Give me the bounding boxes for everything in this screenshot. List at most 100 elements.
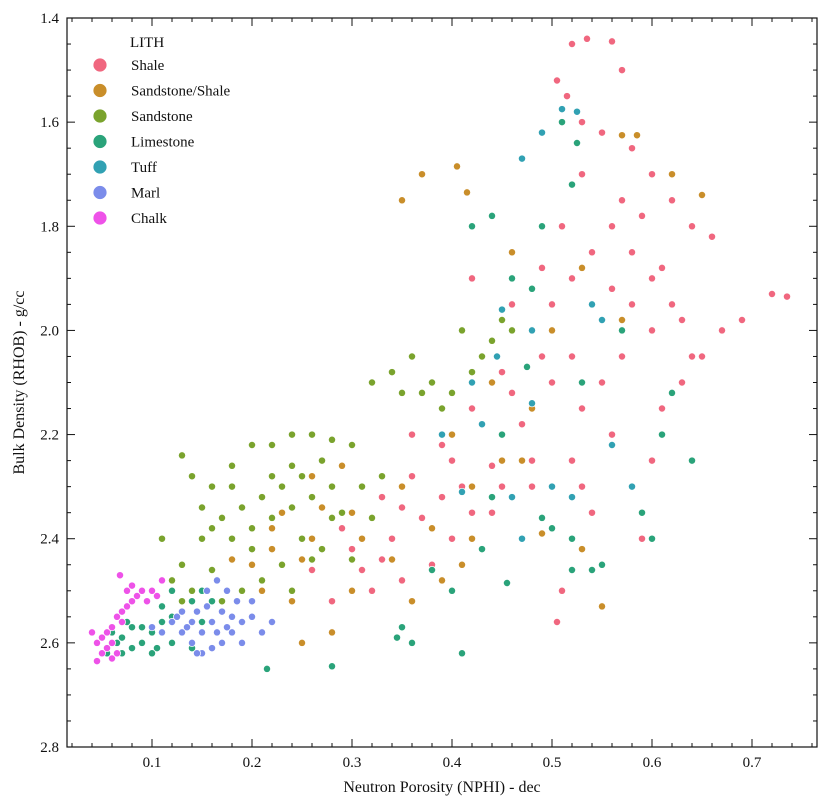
data-point bbox=[98, 633, 106, 642]
data-point bbox=[203, 586, 211, 595]
data-point bbox=[308, 493, 316, 502]
data-point bbox=[203, 602, 211, 611]
data-point bbox=[558, 105, 566, 114]
data-point bbox=[588, 248, 596, 257]
data-point bbox=[208, 597, 216, 606]
data-point bbox=[608, 284, 616, 293]
data-point bbox=[568, 566, 576, 574]
data-point bbox=[553, 76, 561, 85]
data-point bbox=[608, 430, 616, 439]
data-point bbox=[348, 508, 356, 517]
data-point bbox=[378, 555, 386, 564]
data-point bbox=[168, 586, 176, 595]
data-point bbox=[268, 618, 276, 626]
data-point bbox=[468, 534, 476, 543]
data-point bbox=[668, 300, 676, 309]
data-point bbox=[378, 493, 386, 502]
data-point bbox=[628, 482, 636, 491]
y-tick-label: 2.8 bbox=[40, 740, 59, 756]
series-sandstone-shale bbox=[228, 131, 706, 647]
x-tick-label: 0.7 bbox=[743, 755, 762, 771]
data-point bbox=[263, 664, 271, 673]
legend-title: LITH bbox=[130, 35, 164, 51]
data-point bbox=[498, 316, 506, 324]
data-point bbox=[518, 154, 526, 163]
data-point bbox=[158, 628, 166, 637]
data-point bbox=[248, 524, 256, 533]
data-point bbox=[478, 420, 486, 429]
data-point bbox=[458, 649, 466, 658]
data-point bbox=[548, 378, 556, 387]
data-point bbox=[268, 472, 276, 481]
data-point bbox=[368, 513, 376, 522]
data-point bbox=[93, 638, 101, 647]
data-point bbox=[348, 545, 356, 554]
data-point bbox=[518, 420, 526, 429]
data-point bbox=[148, 649, 156, 658]
data-point bbox=[628, 248, 636, 257]
data-point bbox=[398, 196, 406, 205]
y-tick-label: 2.2 bbox=[40, 428, 59, 444]
data-point bbox=[378, 472, 386, 481]
data-point bbox=[368, 378, 376, 387]
data-point bbox=[528, 326, 536, 335]
data-point bbox=[138, 623, 146, 632]
data-point bbox=[488, 493, 496, 502]
data-point bbox=[738, 316, 746, 324]
data-point bbox=[638, 211, 646, 220]
y-tick-label: 2.0 bbox=[40, 323, 59, 339]
data-point bbox=[718, 326, 726, 335]
data-point bbox=[116, 571, 124, 580]
data-point bbox=[598, 378, 606, 387]
data-point bbox=[218, 597, 226, 606]
data-point bbox=[168, 576, 176, 585]
data-point bbox=[478, 352, 486, 361]
data-point bbox=[173, 612, 181, 621]
data-point bbox=[658, 263, 666, 272]
data-point bbox=[618, 316, 626, 324]
legend-marker bbox=[92, 57, 108, 73]
data-point bbox=[308, 472, 316, 481]
data-point bbox=[438, 493, 446, 502]
data-point bbox=[288, 461, 296, 470]
data-point bbox=[158, 534, 166, 543]
data-point bbox=[408, 352, 416, 361]
data-point bbox=[208, 618, 216, 626]
data-point bbox=[458, 326, 466, 335]
legend-label: Chalk bbox=[131, 211, 167, 227]
data-point bbox=[223, 586, 231, 595]
data-point bbox=[328, 435, 336, 444]
data-point bbox=[108, 638, 116, 647]
data-point bbox=[418, 513, 426, 522]
data-point bbox=[258, 586, 266, 595]
data-point bbox=[573, 139, 581, 147]
data-point bbox=[338, 508, 346, 517]
data-point bbox=[348, 441, 356, 449]
data-point bbox=[538, 263, 546, 272]
data-point bbox=[638, 534, 646, 543]
data-point bbox=[288, 586, 296, 595]
data-point bbox=[113, 649, 121, 658]
data-point bbox=[358, 566, 366, 574]
data-point bbox=[668, 388, 676, 397]
legend-label: Tuff bbox=[131, 160, 157, 176]
data-point bbox=[518, 456, 526, 465]
legend: LITH Shale Sandstone/Shale Sandstone Limest… bbox=[92, 35, 230, 227]
data-point bbox=[548, 326, 556, 335]
data-point bbox=[468, 274, 476, 283]
data-point bbox=[508, 493, 516, 502]
data-point bbox=[193, 649, 201, 658]
data-point bbox=[228, 461, 236, 470]
data-point bbox=[118, 607, 126, 616]
data-point bbox=[258, 628, 266, 637]
data-point bbox=[638, 508, 646, 517]
data-point bbox=[288, 430, 296, 439]
data-point bbox=[528, 482, 536, 491]
data-point bbox=[618, 131, 626, 140]
legend-label: Sandstone/Shale bbox=[131, 84, 230, 100]
data-point bbox=[648, 456, 656, 465]
series-tuff bbox=[438, 105, 636, 543]
data-point bbox=[463, 188, 471, 197]
data-point bbox=[388, 368, 396, 377]
data-point bbox=[328, 662, 336, 671]
